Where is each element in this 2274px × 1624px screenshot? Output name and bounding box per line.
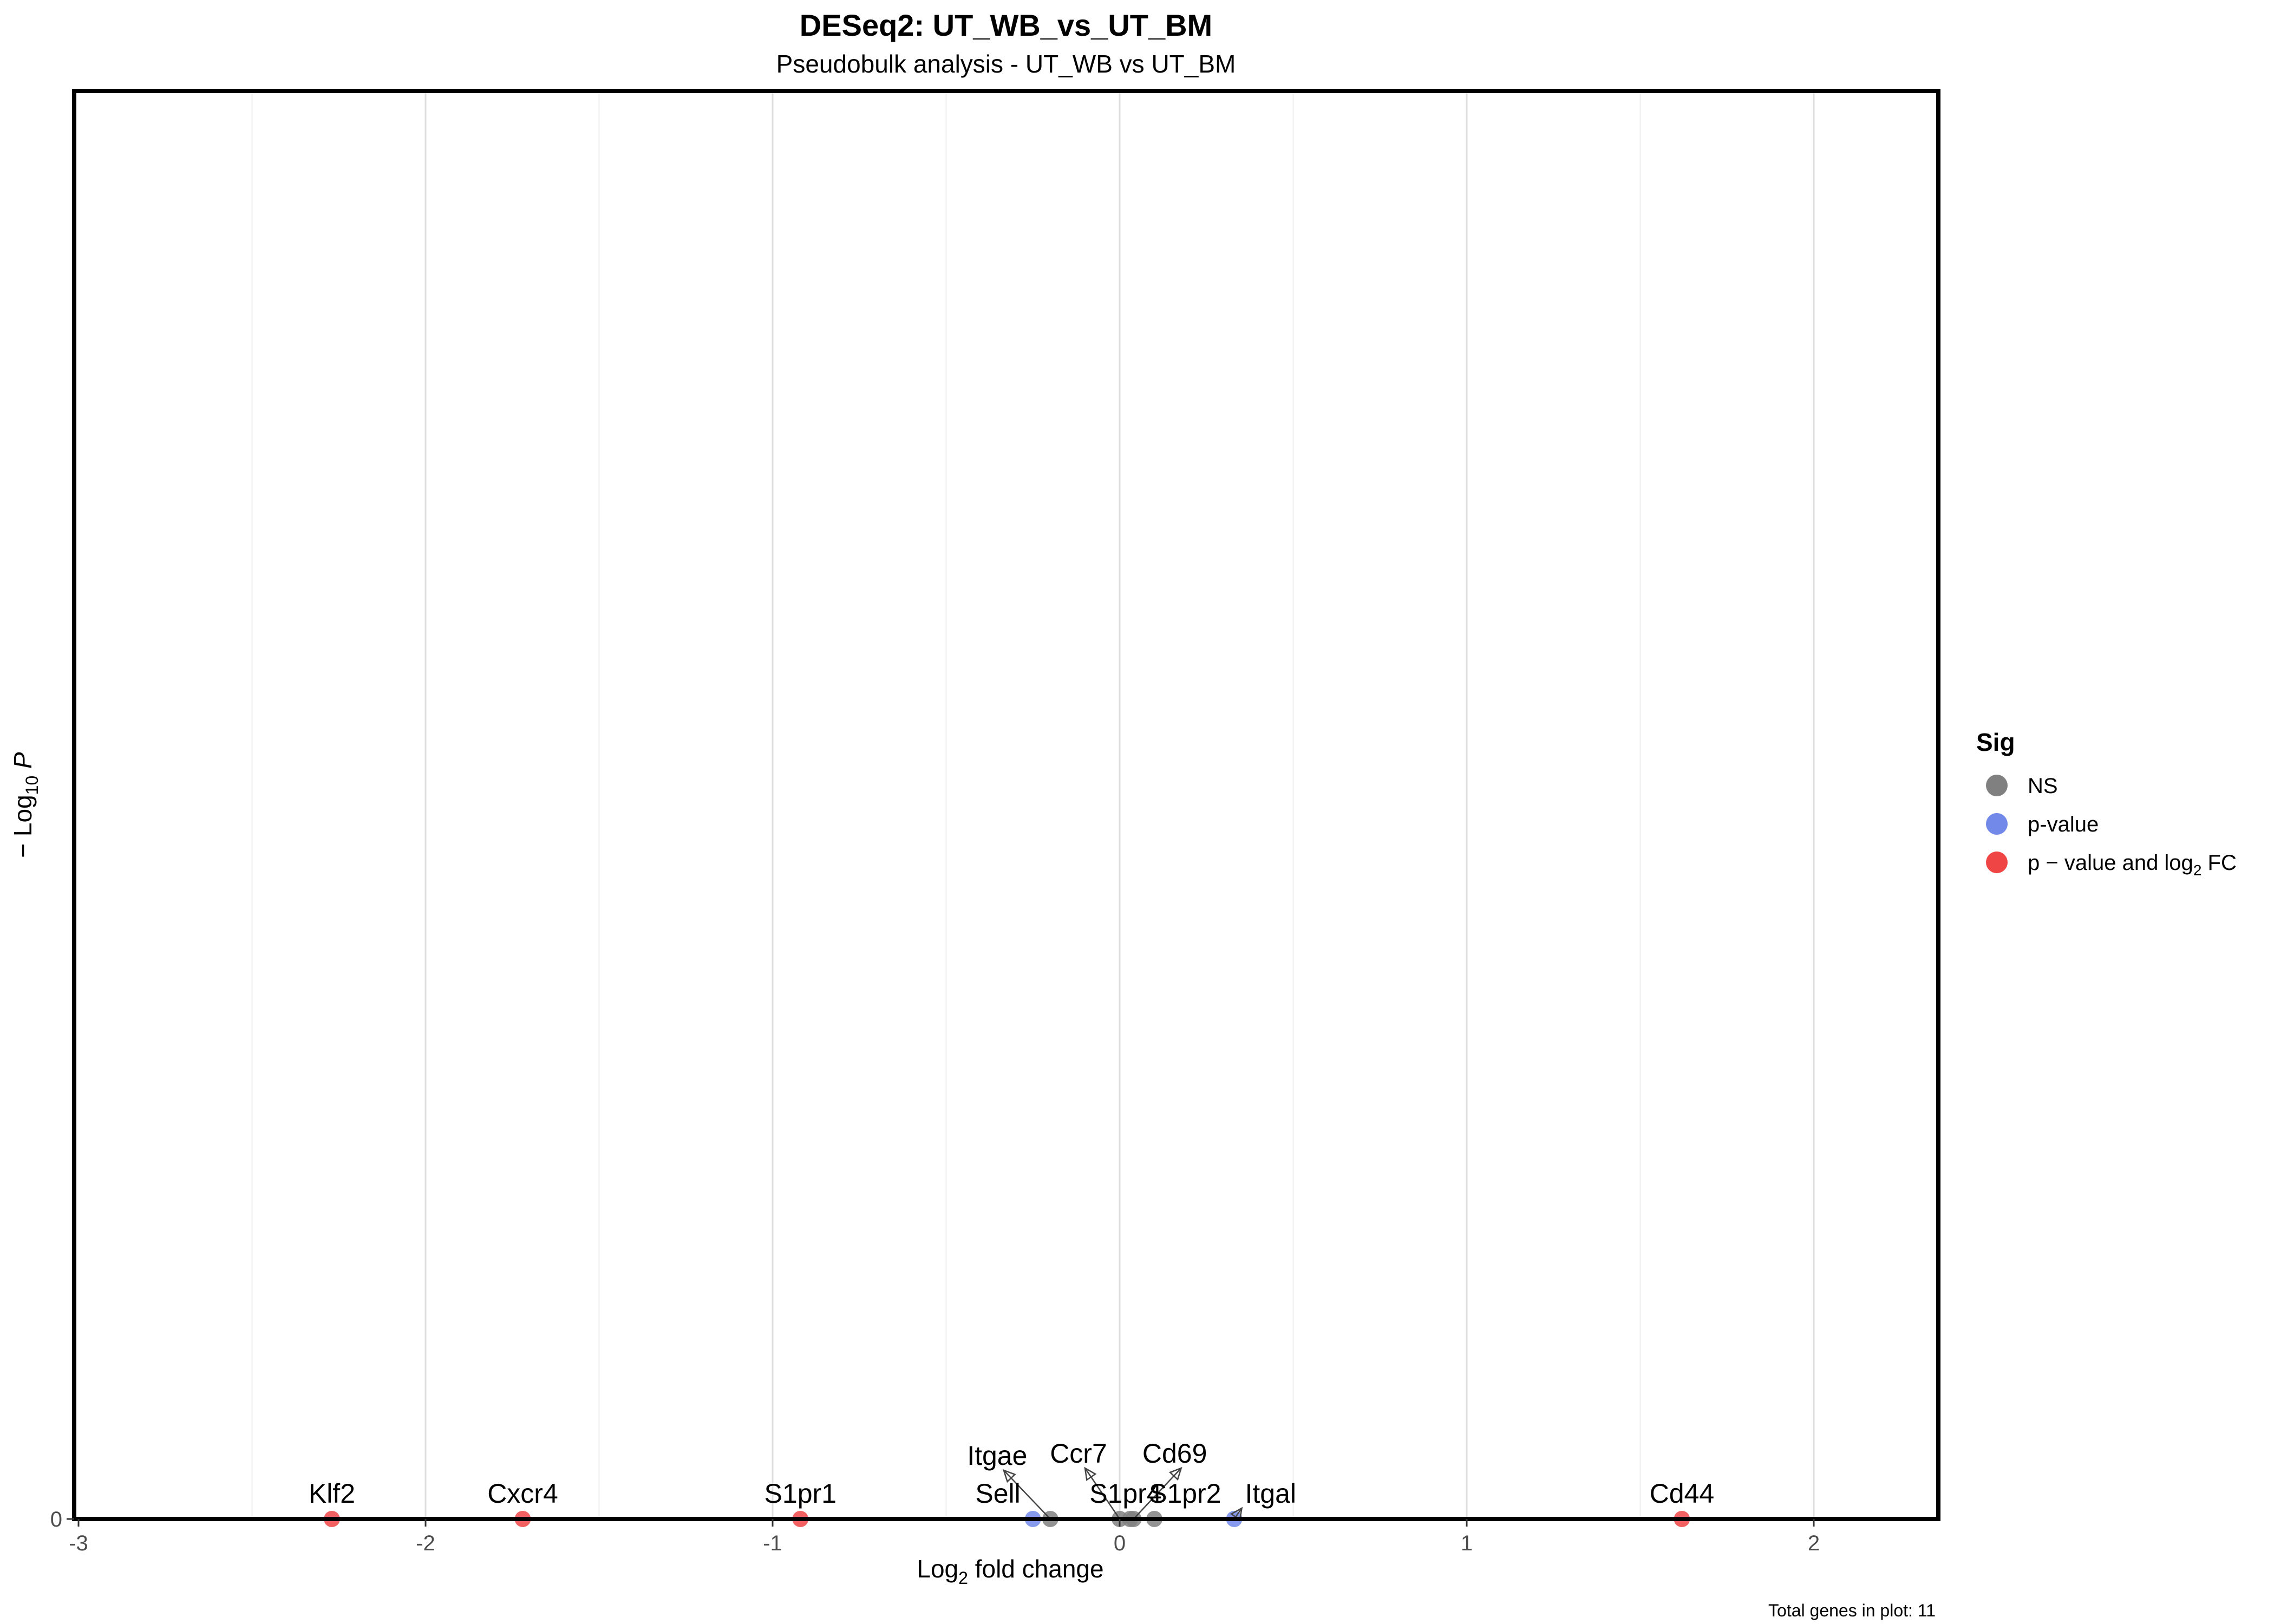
chart-subtitle: Pseudobulk analysis - UT_WB vs UT_BM <box>776 50 1236 78</box>
y-axis-title: − Log10 P <box>9 752 42 858</box>
grid-lines <box>251 91 1815 1519</box>
gene-label-s1pr4: S1pr4 <box>1089 1478 1161 1509</box>
connector-arrowhead-cd69 <box>1168 1466 1182 1481</box>
gene-label-cd69: Cd69 <box>1142 1438 1207 1469</box>
plot-panel-border <box>72 89 1940 1521</box>
gene-label-itgal: Itgal <box>1245 1478 1297 1509</box>
connector-arrowhead-itgae <box>1002 1469 1016 1483</box>
legend-key-pvalue-and-fc <box>1986 852 2008 873</box>
legend-key-ns <box>1986 775 2008 796</box>
chart-title: DESeq2: UT_WB_vs_UT_BM <box>800 8 1212 42</box>
x-tick-label: 0 <box>1114 1531 1126 1555</box>
caption: Total genes in plot: 11 <box>1768 1601 1936 1620</box>
gene-label-cxcr4: Cxcr4 <box>487 1478 558 1509</box>
legend-title: Sig <box>1976 728 2015 756</box>
x-tick-label: 1 <box>1461 1531 1473 1555</box>
legend-label-pvalue: p-value <box>2028 813 2099 836</box>
legend-label-pvalue-and-fc: p − value and log2 FC <box>2028 851 2237 879</box>
legend-key-pvalue <box>1986 813 2008 835</box>
gene-label-klf2: Klf2 <box>309 1478 355 1509</box>
gene-label-ccr7: Ccr7 <box>1050 1438 1107 1469</box>
y-axis-ticks: 0 <box>50 1508 74 1531</box>
x-tick-label: 2 <box>1808 1531 1820 1555</box>
x-tick-label: -3 <box>69 1531 88 1555</box>
x-tick-label: -1 <box>763 1531 782 1555</box>
connector-arrowhead-ccr7 <box>1084 1466 1097 1481</box>
gene-labels: Klf2 Cxcr4 S1pr1 Sell Itgae Ccr7 S1pr4 Cd69 S1pr… <box>309 1438 1714 1509</box>
legend: Sig NS p-value p − value and log2 FC <box>1976 728 2237 879</box>
gene-label-s1pr1: S1pr1 <box>764 1478 837 1509</box>
x-axis-title: Log2 fold change <box>917 1555 1103 1588</box>
connector-cd69 <box>1133 1468 1182 1520</box>
x-axis-ticks: -3 -2 -1 0 1 2 <box>69 1519 1820 1555</box>
gene-label-s1pr2: S1pr2 <box>1149 1478 1221 1509</box>
legend-label-ns: NS <box>2028 774 2058 798</box>
y-tick-label: 0 <box>50 1508 62 1531</box>
gene-label-cd44: Cd44 <box>1650 1478 1715 1509</box>
x-tick-label: -2 <box>416 1531 435 1555</box>
gene-label-sell: Sell <box>975 1478 1020 1509</box>
label-connectors <box>1002 1466 1243 1521</box>
gene-label-itgae: Itgae <box>967 1440 1027 1471</box>
